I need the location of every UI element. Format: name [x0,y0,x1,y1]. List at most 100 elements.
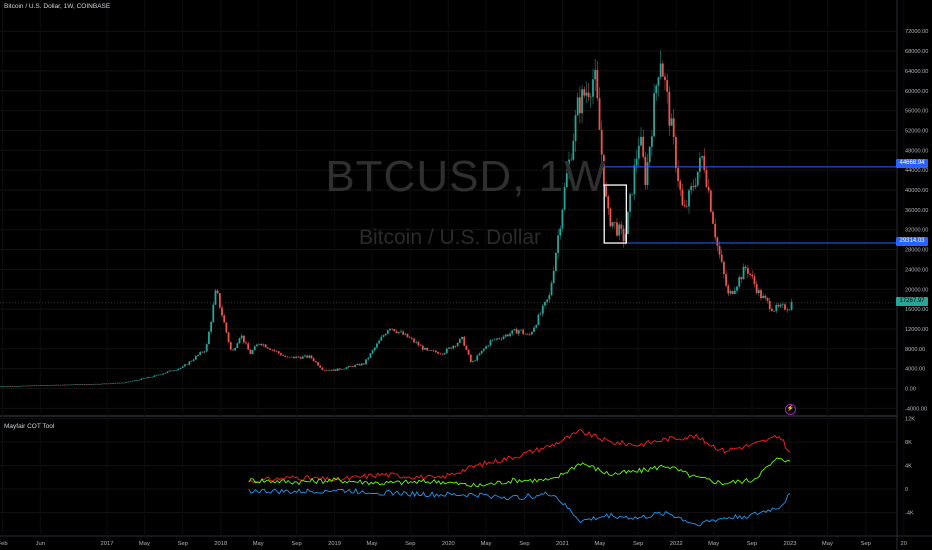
candle-body [146,377,149,378]
candle [325,369,328,371]
candle-body [369,353,372,358]
candle-body [155,374,158,376]
candle-body [727,285,730,294]
candle [744,264,747,272]
candle [356,363,359,366]
candle-body [607,196,610,209]
candle-body [290,356,293,358]
candle [312,357,315,362]
price-axis-tick: 8000.00 [905,347,925,353]
candle [205,343,208,353]
candle-body [723,261,725,274]
candle-body [197,354,199,356]
cot-series-line-1 [248,428,791,484]
candle [762,292,765,299]
candle [548,292,551,303]
candle [581,84,583,123]
candle [68,384,71,386]
candle [478,352,481,356]
candle-body [345,367,348,369]
candle-body [216,290,219,294]
candle [633,158,636,201]
indicator-name[interactable]: Mayfair COT Tool [4,423,55,430]
lightning-event-icon[interactable]: ⚡ [785,404,796,415]
candle-body [417,342,420,346]
candle [190,360,193,362]
candle [251,349,254,355]
time-axis-tick: Jun [36,541,45,547]
candle-body [192,359,195,361]
candle-body [430,349,433,351]
candle [72,384,75,385]
candle [537,313,540,326]
candle-body [744,266,747,269]
candle [26,385,29,387]
candle [589,93,592,109]
candle-body [469,354,472,362]
candle-body [18,386,20,387]
candle [528,332,531,336]
candle-body [393,329,396,332]
candle-body [709,190,712,212]
candle-body [629,194,631,212]
candle [509,331,511,338]
candle [48,385,51,386]
candle-body [48,385,51,386]
time-axis-tick: 2018 [214,541,227,547]
candle [330,370,333,372]
candle-body [410,337,413,339]
candle [400,329,402,333]
candle [526,333,529,335]
candle [493,337,496,341]
candle-body [602,154,605,187]
candle [779,302,782,309]
candle-body [101,383,103,385]
candle [271,349,274,352]
candle [120,382,123,384]
candle-body [677,168,679,181]
candle [369,352,372,359]
candle [648,145,651,167]
candle-body [574,115,577,141]
candle [480,350,483,355]
candle-body [581,89,583,114]
candle [421,344,424,352]
candle-body [277,351,280,354]
candle [77,384,79,385]
candle [290,356,293,358]
candle-body [439,353,442,355]
candle [790,298,793,312]
candle-body [112,383,114,384]
candle [620,220,623,235]
candle-body [378,340,381,344]
candle [197,354,199,357]
candle-body [264,344,267,348]
candle-body [445,348,448,353]
candle [720,249,723,264]
candle [20,385,23,387]
candle-body [760,290,762,299]
candle [384,332,387,336]
candle-body [229,341,232,350]
candle [524,333,527,335]
candle-body [533,327,535,332]
candle [109,383,112,385]
candle [406,333,409,338]
candle-body [85,384,88,385]
candle [618,222,621,241]
candle-body [786,309,789,311]
candle [371,349,374,355]
candle-body [242,335,245,343]
candle-body [731,291,734,294]
candle [245,340,247,345]
candle-body [245,342,247,344]
candle-body [210,321,213,332]
candle [613,222,616,229]
candle [784,302,786,311]
candle [729,289,732,296]
candle [253,345,256,351]
candle [175,369,178,371]
candle [487,344,490,348]
cot-series-line-2 [248,457,791,488]
